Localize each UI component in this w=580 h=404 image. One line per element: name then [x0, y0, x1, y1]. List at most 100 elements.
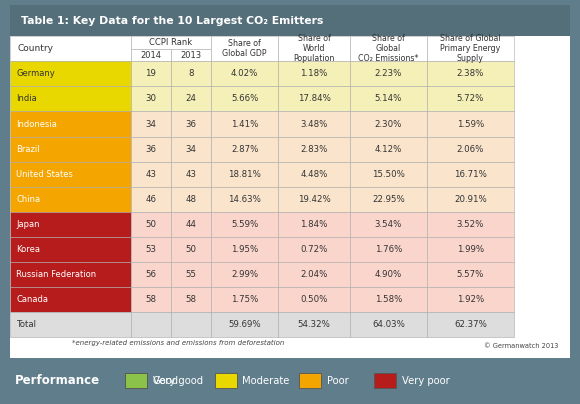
Bar: [427, 287, 514, 312]
Bar: [130, 237, 171, 262]
Text: 2.38%: 2.38%: [456, 69, 484, 78]
Bar: [130, 137, 171, 162]
Bar: [278, 312, 350, 337]
Bar: [10, 86, 131, 112]
Text: 3.52%: 3.52%: [456, 220, 484, 229]
Bar: [350, 237, 427, 262]
Text: 0.72%: 0.72%: [300, 245, 328, 254]
Text: 50: 50: [145, 220, 156, 229]
FancyBboxPatch shape: [2, 0, 578, 363]
Bar: [211, 212, 278, 237]
Bar: [130, 162, 171, 187]
Text: 43: 43: [145, 170, 156, 179]
Bar: [211, 112, 278, 137]
Text: 20.91%: 20.91%: [454, 195, 487, 204]
Text: 18.81%: 18.81%: [229, 170, 261, 179]
Text: 2.87%: 2.87%: [231, 145, 259, 154]
Text: Indonesia: Indonesia: [16, 120, 57, 128]
Bar: [171, 312, 211, 337]
Text: Moderate: Moderate: [242, 376, 290, 386]
Bar: [130, 61, 171, 86]
Text: 19.42%: 19.42%: [298, 195, 331, 204]
Bar: [211, 162, 278, 187]
Text: 5.59%: 5.59%: [231, 220, 258, 229]
Text: Very good: Very good: [153, 376, 202, 386]
Text: 55: 55: [186, 270, 197, 279]
Bar: [278, 86, 350, 112]
Bar: [130, 312, 171, 337]
Bar: [211, 61, 278, 86]
Bar: [278, 187, 350, 212]
Text: Total: Total: [17, 320, 37, 329]
Text: United States: United States: [16, 170, 73, 179]
Text: 3.54%: 3.54%: [375, 220, 402, 229]
Bar: [171, 86, 211, 112]
Text: 43: 43: [186, 170, 197, 179]
Bar: [299, 373, 321, 388]
Text: 34: 34: [186, 145, 197, 154]
Bar: [171, 212, 211, 237]
Text: 1.75%: 1.75%: [231, 295, 259, 304]
Bar: [171, 187, 211, 212]
Text: 1.59%: 1.59%: [456, 120, 484, 128]
Bar: [130, 212, 171, 237]
Bar: [350, 312, 427, 337]
Bar: [130, 112, 171, 137]
Text: 1.41%: 1.41%: [231, 120, 259, 128]
Bar: [171, 61, 211, 86]
Bar: [211, 237, 278, 262]
Text: 36: 36: [186, 120, 197, 128]
Bar: [171, 112, 211, 137]
Text: 19: 19: [146, 69, 156, 78]
Text: 0.50%: 0.50%: [300, 295, 328, 304]
Text: Share of Global
Primary Energy
Supply: Share of Global Primary Energy Supply: [440, 34, 501, 63]
Bar: [427, 61, 514, 86]
Text: 2.99%: 2.99%: [231, 270, 258, 279]
Text: 4.02%: 4.02%: [231, 69, 259, 78]
Bar: [427, 262, 514, 287]
Bar: [350, 36, 427, 61]
Bar: [10, 262, 131, 287]
Text: 2.30%: 2.30%: [375, 120, 402, 128]
Bar: [350, 212, 427, 237]
Bar: [171, 287, 211, 312]
Text: 48: 48: [186, 195, 197, 204]
Text: China: China: [16, 195, 40, 204]
Bar: [125, 373, 147, 388]
Bar: [427, 36, 514, 61]
Text: 1.18%: 1.18%: [300, 69, 328, 78]
Text: Japan: Japan: [16, 220, 39, 229]
Text: © Germanwatch 2013: © Germanwatch 2013: [484, 343, 559, 349]
Bar: [171, 49, 211, 61]
Bar: [171, 137, 211, 162]
Bar: [427, 86, 514, 112]
Bar: [278, 36, 350, 61]
Bar: [427, 312, 514, 337]
Text: Germany: Germany: [16, 69, 55, 78]
Text: 46: 46: [145, 195, 156, 204]
Bar: [427, 137, 514, 162]
Bar: [211, 187, 278, 212]
Bar: [278, 162, 350, 187]
Bar: [427, 112, 514, 137]
Text: 3.48%: 3.48%: [300, 120, 328, 128]
Text: 17.84%: 17.84%: [298, 95, 331, 103]
Text: 5.72%: 5.72%: [456, 95, 484, 103]
Bar: [10, 137, 131, 162]
Text: 5.14%: 5.14%: [375, 95, 402, 103]
Bar: [10, 61, 131, 86]
Text: 22.95%: 22.95%: [372, 195, 405, 204]
Text: India: India: [16, 95, 37, 103]
Text: Table 1: Key Data for the 10 Largest CO₂ Emitters: Table 1: Key Data for the 10 Largest CO₂…: [20, 16, 323, 26]
Bar: [211, 262, 278, 287]
Text: Share of
Global GDP: Share of Global GDP: [223, 39, 267, 58]
Bar: [278, 212, 350, 237]
Text: 8: 8: [188, 69, 194, 78]
Bar: [10, 36, 131, 61]
Text: 14.63%: 14.63%: [229, 195, 261, 204]
Bar: [125, 373, 147, 388]
Text: 5.57%: 5.57%: [456, 270, 484, 279]
Bar: [278, 262, 350, 287]
Bar: [350, 137, 427, 162]
Text: *energy-related emissions and emissions from deforestation: *energy-related emissions and emissions …: [72, 341, 284, 347]
